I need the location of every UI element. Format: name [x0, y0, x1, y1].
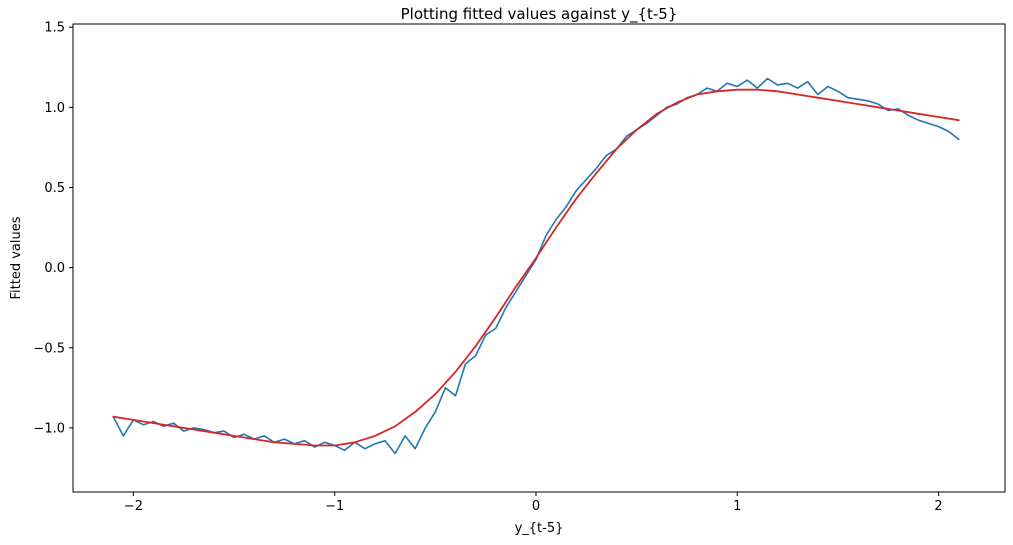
y-axis-title: Fitted values: [9, 216, 24, 299]
plot-area: [72, 23, 1006, 493]
plot-frame: [72, 23, 1006, 493]
y-tick-label: 1.0: [44, 101, 65, 116]
x-axis: −2 −1 0 1 2: [124, 492, 943, 514]
y-tick-label: −0.5: [33, 341, 65, 356]
fitted-series-line: [112, 88, 960, 447]
y-axis: −1.0 −0.5 0.0 0.5 1.0 1.5: [33, 21, 73, 436]
y-tick-label: 1.5: [44, 21, 65, 36]
y-tick-label: 0.0: [44, 261, 65, 276]
x-tick-label: 2: [934, 499, 942, 514]
x-tick-label: 1: [733, 499, 741, 514]
x-axis-title: y_{t-5}: [515, 521, 564, 536]
x-tick-label: −2: [124, 499, 143, 514]
x-tick-label: 0: [532, 499, 540, 514]
observed-series-line: [112, 77, 960, 455]
chart-title: Plotting fitted values against y_{t-5}: [401, 5, 678, 24]
x-tick-label: −1: [325, 499, 344, 514]
y-tick-label: −1.0: [33, 421, 65, 436]
series-layer: [112, 77, 960, 455]
y-tick-label: 0.5: [44, 181, 65, 196]
